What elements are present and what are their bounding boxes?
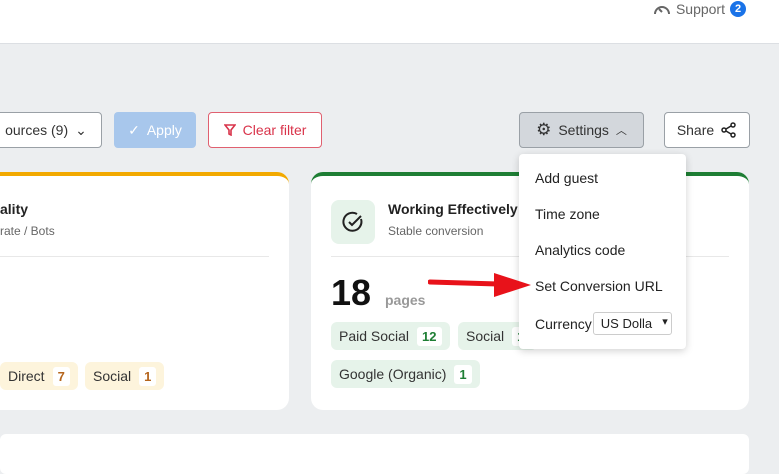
menu-item-add-guest[interactable]: Add guest [535, 170, 599, 186]
currency-value: US Dolla [600, 316, 653, 331]
chip-count: 7 [52, 366, 70, 386]
source-chip: Social 1 [85, 362, 165, 390]
source-chip: Direct 7 [0, 362, 78, 390]
apply-label: Apply [146, 122, 182, 138]
chip-label: Paid Social [339, 328, 410, 344]
support-label: Support [675, 1, 725, 17]
card-low-quality: ality rate / Bots Direct 7 Social 1 [0, 172, 289, 410]
card-subtitle: Stable conversion [388, 224, 484, 238]
card-subtitle: rate / Bots [0, 224, 55, 238]
source-chip: Google (Organic) 1 [331, 360, 480, 388]
menu-item-set-conversion-url[interactable]: Set Conversion URL [535, 278, 663, 294]
clear-filter-label: Clear filter [242, 122, 307, 138]
share-label: Share [676, 122, 715, 138]
card-title: Working Effectively [388, 201, 518, 217]
chevron-up-icon: ︿ [615, 125, 627, 137]
headset-icon [653, 6, 670, 15]
chip-count: 1 [139, 366, 157, 386]
clear-filter-button[interactable]: Clear filter [208, 112, 322, 148]
chip-label: Google (Organic) [339, 366, 447, 382]
support-count-badge: 2 [730, 1, 746, 17]
chip-label: Social [93, 368, 132, 384]
menu-item-time-zone[interactable]: Time zone [535, 206, 600, 222]
gear-icon: ⚙ [536, 120, 552, 139]
chip-count: 1 [454, 364, 472, 384]
check-circle-icon [331, 200, 375, 244]
chip-label: Direct [8, 368, 45, 384]
share-icon [721, 122, 736, 138]
check-icon: ✓ [128, 121, 140, 138]
chevron-down-icon: ⌄ [75, 121, 87, 138]
settings-button[interactable]: ⚙ Settings ︿ [519, 112, 644, 148]
top-bar: Support 2 [0, 0, 779, 44]
support-link[interactable]: Support 2 [653, 0, 746, 18]
page-count-unit: pages [385, 292, 426, 308]
currency-row: Currency US Dolla ▾ [535, 312, 672, 335]
red-arrow-annotation [428, 273, 531, 297]
page-count: 18 [331, 272, 372, 313]
chip-count: 12 [417, 326, 442, 346]
share-button[interactable]: Share [664, 112, 750, 148]
sources-label: ources (9) [5, 122, 69, 138]
settings-menu: Add guest Time zone Analytics code Set C… [519, 154, 686, 349]
filter-icon [223, 124, 236, 136]
chip-label: Social [466, 328, 505, 344]
chevron-down-icon: ▾ [662, 315, 668, 328]
sources-dropdown[interactable]: ources (9) ⌄ [0, 112, 102, 148]
currency-label: Currency [535, 315, 592, 332]
bottom-panel [0, 434, 749, 474]
card-title: ality [0, 201, 29, 217]
apply-button[interactable]: ✓ Apply [114, 112, 196, 148]
settings-label: Settings [558, 122, 609, 138]
source-chip: Paid Social 12 [331, 322, 450, 350]
divider [0, 256, 269, 257]
currency-select[interactable]: US Dolla ▾ [592, 312, 672, 335]
menu-item-analytics-code[interactable]: Analytics code [535, 242, 626, 258]
